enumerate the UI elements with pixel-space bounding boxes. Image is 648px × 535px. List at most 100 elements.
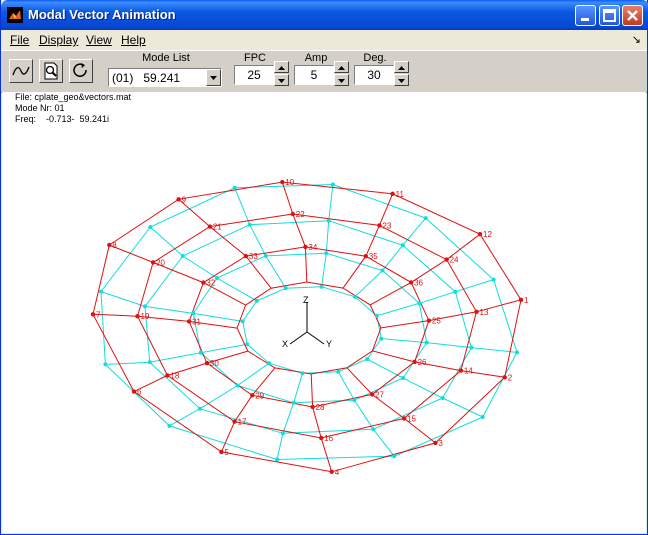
amp-decrement-button[interactable]	[334, 74, 349, 86]
deformed-mesh-radial-11	[369, 233, 481, 306]
node-label-24: 24	[450, 256, 459, 265]
mode-list-value: (01) 59.241	[112, 71, 181, 85]
node-label-13: 13	[480, 308, 489, 317]
node-marker-14	[458, 368, 464, 373]
node-marker-21	[207, 224, 213, 229]
deformed-mesh-radial-8	[178, 198, 272, 289]
curve-tool-button[interactable]	[9, 59, 33, 83]
arrow-down-icon	[338, 79, 345, 83]
undeformed-node-marker	[491, 277, 496, 282]
fpc-input[interactable]: 25	[234, 65, 274, 85]
undeformed-node-marker	[245, 342, 250, 347]
title-bar[interactable]: Modal Vector Animation	[1, 0, 648, 30]
undeformed-node-marker	[215, 276, 219, 280]
node-label-5: 5	[224, 448, 229, 457]
undeformed-node-marker	[380, 268, 385, 273]
rotate-tool-button[interactable]	[69, 59, 93, 83]
menu-view-label: View	[86, 33, 112, 47]
zoom-tool-button[interactable]	[39, 59, 63, 83]
deformed-mesh-radial-4	[220, 367, 276, 453]
plot-canvas[interactable]: File: cplate_geo&vectors.mat Mode Nr: 01…	[2, 92, 646, 533]
deformed-mesh-radial-0	[380, 299, 522, 329]
undeformed-node-marker	[300, 371, 305, 376]
undeformed-node-marker	[267, 361, 272, 366]
dock-arrow-icon[interactable]: ↘	[631, 34, 641, 46]
node-marker-5	[219, 449, 224, 455]
arrow-up-icon	[338, 66, 345, 70]
node-marker-4	[329, 469, 334, 474]
undeformed-mesh-radial-7	[149, 226, 258, 302]
undeformed-node-marker	[191, 311, 196, 316]
minimize-button[interactable]	[575, 5, 596, 26]
node-marker-26	[412, 359, 417, 365]
deformed-mesh-ring-3	[236, 281, 382, 375]
maximize-button[interactable]	[599, 5, 620, 26]
deformed-mesh-radial-10	[342, 193, 394, 289]
undeformed-node-marker	[324, 251, 329, 256]
menu-help[interactable]: Help	[121, 33, 146, 47]
node-label-15: 15	[407, 414, 416, 423]
node-marker-9	[176, 197, 181, 202]
close-button[interactable]	[622, 5, 643, 26]
node-marker-13	[474, 309, 479, 314]
undeformed-mesh-radial-11	[376, 279, 494, 317]
arrow-down-icon	[278, 79, 285, 83]
deg-input[interactable]: 30	[354, 65, 394, 85]
fpc-increment-button[interactable]	[274, 61, 289, 73]
node-label-32: 32	[206, 279, 215, 288]
node-label-30: 30	[210, 359, 219, 368]
node-marker-19	[135, 314, 140, 319]
node-marker-29	[250, 393, 255, 398]
node-label-9: 9	[182, 195, 187, 204]
rotate-icon	[73, 63, 87, 77]
node-marker-15	[401, 416, 407, 421]
node-marker-6	[131, 389, 137, 394]
undeformed-node-marker	[352, 398, 357, 403]
arrow-up-icon	[278, 66, 285, 70]
deformed-mesh-radial-6	[92, 313, 238, 329]
node-marker-32	[201, 280, 206, 285]
node-label-11: 11	[396, 190, 405, 199]
undeformed-node-marker	[180, 254, 185, 258]
node-label-10: 10	[285, 178, 294, 187]
amp-input[interactable]: 5	[294, 65, 334, 85]
undeformed-mesh-radial-4	[169, 362, 270, 427]
deformed-mesh-radial-5	[133, 350, 248, 393]
undeformed-node-marker	[232, 185, 237, 190]
undeformed-node-marker	[254, 298, 259, 303]
amp-increment-button[interactable]	[334, 61, 349, 73]
info-freq: Freq: -0.713- 59.241i	[15, 114, 110, 124]
node-marker-28	[310, 404, 315, 410]
node-label-7: 7	[96, 310, 101, 319]
menu-display[interactable]: Display	[39, 33, 78, 47]
node-marker-10	[280, 179, 285, 185]
undeformed-mesh-radial-3	[276, 373, 303, 460]
fpc-decrement-button[interactable]	[274, 74, 289, 86]
node-marker-30	[204, 360, 210, 366]
node-label-35: 35	[369, 252, 378, 261]
node-label-2: 2	[508, 373, 513, 382]
mode-list-dropdown-button[interactable]	[206, 69, 221, 86]
undeformed-node-marker	[400, 243, 405, 248]
deg-decrement-button[interactable]	[394, 74, 409, 86]
undeformed-node-marker	[392, 454, 397, 459]
deg-increment-button[interactable]	[394, 61, 409, 73]
deformed-mesh-radial-2	[346, 367, 436, 444]
node-marker-23	[377, 223, 382, 228]
menu-file[interactable]: File	[10, 33, 29, 47]
info-mode: Mode Nr: 01	[15, 103, 65, 113]
undeformed-node-marker	[371, 427, 376, 432]
node-marker-16	[319, 435, 324, 441]
node-label-29: 29	[255, 391, 264, 400]
node-marker-35	[363, 254, 368, 259]
menu-view[interactable]: View	[86, 33, 112, 47]
undeformed-mesh-ring-0	[100, 183, 518, 461]
menu-display-label: Display	[39, 33, 79, 47]
node-marker-7	[90, 312, 96, 317]
mode-list-select[interactable]: (01) 59.241	[108, 68, 222, 87]
node-marker-2	[502, 375, 507, 380]
menu-file-label: File	[10, 33, 30, 47]
undeformed-mesh-radial-8	[234, 187, 287, 289]
node-label-14: 14	[464, 367, 473, 376]
